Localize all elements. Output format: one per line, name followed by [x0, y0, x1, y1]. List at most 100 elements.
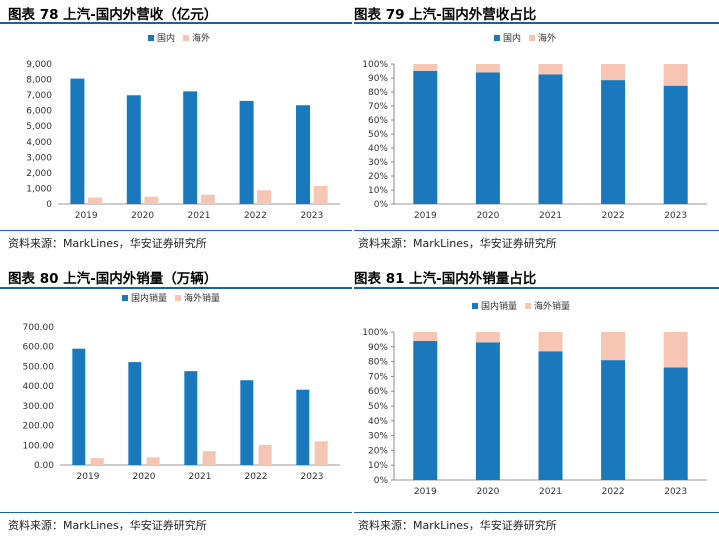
bar — [538, 64, 563, 75]
x-tick-label: 2020 — [131, 211, 154, 221]
y-tick-label: 700.00 — [23, 323, 55, 333]
source-note: 资料来源：MarkLines，华安证券研究所 — [8, 237, 207, 250]
y-tick-label: 90% — [368, 74, 388, 84]
bar — [296, 389, 310, 465]
bar — [663, 64, 688, 86]
legend-swatch — [529, 35, 535, 41]
bar — [601, 80, 626, 204]
chart-79: 国内 海外 0% 10% 20% 30% 40% 50% 60% 70% 80% 90% 100% 201… — [362, 32, 707, 221]
x-tick-label: 2020 — [476, 487, 499, 497]
y-tick-label: 4,000 — [26, 138, 52, 148]
y-tick-label: 9,000 — [26, 60, 52, 70]
y-tick-label: 600.00 — [23, 343, 55, 353]
x-tick-label: 2019 — [414, 211, 437, 221]
x-tick-label: 2021 — [539, 211, 562, 221]
y-tick-label: 0% — [374, 200, 389, 210]
panel-chart-80: 图表 80 上汽-国内外销量（万辆） 国内销量 海外销量 0.00 100.00 200… — [0, 264, 352, 537]
y-tick-label: 100% — [362, 328, 388, 338]
title-rule — [0, 287, 352, 289]
panel-chart-78: 图表 78 上汽-国内外营收（亿元） 国内 海外 0 1,000 2,000 3,000 4… — [0, 0, 352, 270]
bar — [144, 196, 159, 204]
y-tick-label: 6,000 — [26, 107, 52, 117]
x-tick-label: 2022 — [245, 472, 268, 482]
legend-swatch — [525, 303, 531, 309]
source-note: 资料来源：MarkLines，华安证券研究所 — [358, 519, 557, 532]
y-tick-label: 0% — [374, 476, 389, 486]
bar — [87, 197, 102, 204]
y-tick-label: 20% — [368, 446, 388, 456]
bar — [475, 64, 500, 73]
y-tick-label: 1,000 — [26, 184, 52, 194]
x-tick-label: 2023 — [664, 487, 687, 497]
x-tick-label: 2019 — [77, 472, 100, 482]
bar — [601, 332, 626, 361]
legend-label: 国内 — [157, 32, 175, 44]
y-tick-label: 100.00 — [23, 441, 55, 451]
legend-swatch — [122, 295, 128, 301]
bar — [184, 371, 198, 465]
x-tick-label: 2022 — [602, 211, 625, 221]
y-tick-label: 0.00 — [34, 461, 54, 471]
x-tick-label: 2020 — [476, 211, 499, 221]
bar — [90, 458, 104, 465]
y-tick-label: 2,000 — [26, 169, 52, 179]
bar — [257, 190, 272, 204]
source-rule — [0, 230, 352, 231]
x-tick-label: 2021 — [539, 487, 562, 497]
x-tick-label: 2022 — [602, 487, 625, 497]
y-tick-label: 8,000 — [26, 76, 52, 86]
y-tick-label: 80% — [368, 88, 388, 98]
bar — [183, 91, 198, 204]
y-tick-label: 70% — [368, 102, 388, 112]
source-note: 资料来源：MarkLines，华安证券研究所 — [358, 237, 557, 250]
panel-chart-81: 图表 81 上汽-国内外销量占比 国内销量 海外销量 0% 10% 20% 30% 40% 5… — [354, 264, 719, 537]
bar — [663, 332, 688, 368]
bar — [200, 194, 215, 204]
bar — [313, 185, 328, 204]
y-tick-label: 70% — [368, 372, 388, 382]
y-tick-label: 0 — [46, 200, 52, 210]
bar — [202, 451, 216, 465]
chart-title: 图表 78 上汽-国内外营收（亿元） — [8, 7, 218, 23]
x-tick-label: 2023 — [300, 211, 323, 221]
x-tick-label: 2021 — [188, 211, 211, 221]
y-tick-label: 10% — [368, 186, 388, 196]
bar — [72, 348, 86, 465]
chart-title: 图表 81 上汽-国内外销量占比 — [354, 271, 537, 287]
x-tick-label: 2021 — [189, 472, 212, 482]
bar — [258, 444, 272, 465]
bar — [475, 332, 500, 343]
y-tick-label: 3,000 — [26, 153, 52, 163]
x-tick-label: 2023 — [664, 211, 687, 221]
y-tick-label: 30% — [368, 158, 388, 168]
x-tick-label: 2023 — [301, 472, 324, 482]
y-tick-label: 30% — [368, 432, 388, 442]
legend-label: 海外 — [538, 32, 556, 44]
source-rule — [354, 230, 719, 231]
x-tick-label: 2019 — [414, 487, 437, 497]
bar — [126, 95, 141, 204]
chart-78: 国内 海外 0 1,000 2,000 3,000 4,000 5,000 6,000 7,000… — [26, 32, 340, 221]
bar — [538, 332, 563, 352]
legend-label: 国内 — [503, 32, 521, 44]
bar — [413, 340, 438, 480]
legend-swatch — [175, 295, 181, 301]
y-tick-label: 60% — [368, 116, 388, 126]
legend-label: 国内销量 — [481, 300, 517, 312]
y-tick-label: 40% — [368, 144, 388, 154]
y-tick-label: 20% — [368, 172, 388, 182]
panel-chart-79: 图表 79 上汽-国内外营收占比 国内 海外 0% 10% 20% 30% 40% 50% 60… — [354, 0, 719, 270]
source-rule — [0, 512, 352, 513]
bar — [240, 380, 254, 465]
y-tick-label: 90% — [368, 343, 388, 353]
title-rule — [354, 22, 719, 24]
title-rule — [0, 22, 352, 24]
bar — [601, 360, 626, 480]
y-tick-label: 60% — [368, 387, 388, 397]
chart-80: 国内销量 海外销量 0.00 100.00 200.00 300.00 400.00 500.… — [23, 292, 340, 482]
chart-title: 图表 80 上汽-国内外销量（万辆） — [8, 271, 218, 287]
legend-swatch — [183, 35, 189, 41]
bar — [296, 105, 311, 204]
legend-swatch — [472, 303, 478, 309]
bar — [475, 72, 500, 205]
